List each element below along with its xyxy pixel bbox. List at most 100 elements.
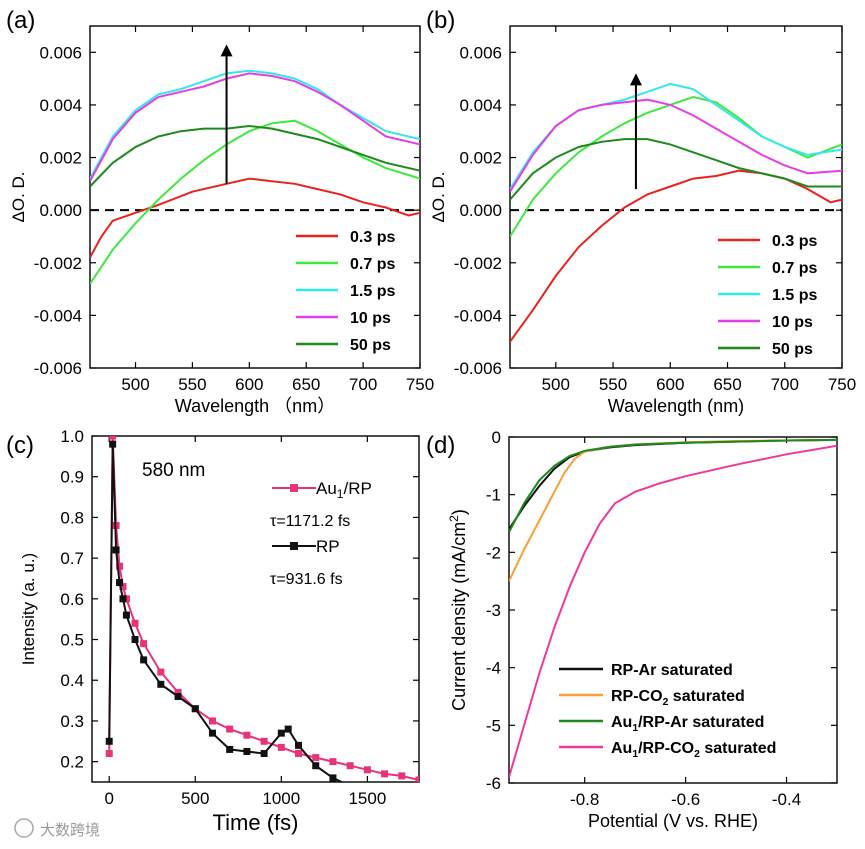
legend-label-part-1: 1 (632, 749, 638, 760)
legend-label: 10 ps (772, 314, 813, 331)
x-tick-label: -0.6 (671, 790, 700, 809)
y-tick-label: 0.000 (459, 201, 502, 220)
x-tick-label: 750 (406, 375, 434, 394)
series-1-marker (122, 611, 130, 619)
legend-label-part-0: Au (611, 740, 632, 757)
legend-label-part-0: Au (611, 714, 632, 731)
x-tick-label: -0.8 (570, 790, 599, 809)
y-axis-label: ΔO. D. (429, 171, 448, 222)
legend-label: 1.5 ps (350, 283, 395, 300)
trend-arrow-head (220, 44, 233, 57)
legend-label-part-2: saturated (668, 688, 744, 705)
x-tick-label: 0 (104, 789, 113, 808)
legend-label-part-2: /RP-Ar saturated (638, 714, 764, 731)
series-line-0 (108, 436, 419, 781)
series-1-marker (416, 787, 423, 794)
panel-a-chart: 500 550 600 650 700 750 0.006 0.004 0.002 0.000 -0… (9, 25, 434, 416)
panel-label-c: (c) (6, 432, 34, 459)
panel-label-a: (a) (6, 7, 35, 34)
series-1-marker (329, 774, 337, 782)
y-tick-label: 0.6 (60, 590, 84, 609)
series-line-3 (90, 72, 420, 182)
x-axis-label: Wavelength (nm) (608, 396, 744, 416)
y-axis-label: Current density (mA/cm2) (447, 509, 469, 711)
series-1-marker (398, 785, 405, 792)
series-1-marker (260, 750, 268, 758)
legend-label: 0.3 ps (772, 233, 817, 250)
y-tick-label: -0.006 (34, 359, 82, 378)
series-0-marker (363, 766, 371, 774)
series-1-marker (243, 747, 251, 755)
series-0-marker (346, 762, 354, 770)
y-tick-label: 0.004 (459, 96, 502, 115)
x-tick-label: 500 (181, 789, 209, 808)
series-0-marker (243, 731, 251, 739)
y-tick-label: -0.004 (34, 306, 82, 325)
series-1-marker (112, 546, 120, 554)
series-0-marker (140, 640, 148, 648)
series-1-marker (208, 729, 216, 737)
series-line-1 (510, 95, 842, 238)
y-tick-label: 0.004 (39, 96, 82, 115)
legend-label: Au1/RP-Ar saturated (611, 714, 764, 734)
y-tick-label: -6 (486, 774, 501, 793)
series-1-marker (174, 693, 182, 701)
legend-label: 1.5 ps (772, 287, 817, 304)
series-0-marker (312, 754, 320, 762)
x-tick-label: 550 (599, 375, 627, 394)
series-1-marker (119, 595, 127, 603)
y-tick-label: 0.006 (39, 43, 82, 62)
watermark-logo-icon (14, 818, 34, 838)
x-tick-label: 1500 (348, 789, 386, 808)
y-axis-label-tail: ) (449, 509, 469, 515)
y-tick-label: -0.002 (34, 254, 82, 273)
x-tick-label: -0.4 (772, 790, 801, 809)
legend-label-part-2: /RP-CO (638, 740, 694, 757)
y-tick-label: 0.002 (39, 149, 82, 168)
x-tick-label: 700 (349, 375, 377, 394)
legend-label: Au1/RP-CO2 saturated (611, 740, 776, 760)
legend-label: 0.3 ps (350, 229, 395, 246)
x-axis-label: Wavelength （nm） (175, 396, 335, 416)
y-tick-label: 0.5 (60, 631, 84, 650)
series-0-marker (329, 758, 337, 766)
trend-arrow-head (629, 73, 642, 86)
series-line-2 (90, 69, 420, 180)
panel-label-d: (d) (426, 432, 455, 459)
legend-label-part-0: RP-CO (611, 688, 663, 705)
y-tick-label: -2 (486, 543, 501, 562)
x-tick-label: 750 (828, 375, 856, 394)
legend-label: Au1/RP (316, 479, 372, 501)
series-1-marker (116, 579, 124, 587)
series-0-marker (119, 583, 127, 591)
legend-tau: τ=1171.2 fs (270, 513, 350, 530)
plot-frame (508, 436, 838, 784)
series-line-4 (90, 124, 420, 188)
legend-label: RP (316, 537, 340, 556)
x-axis-label: Potential (V vs. RHE) (588, 811, 758, 831)
series-line-1 (509, 438, 837, 582)
series-0-marker (174, 688, 182, 696)
y-tick-label: 0.4 (60, 671, 84, 690)
y-tick-label: 0.7 (60, 549, 84, 568)
x-tick-label: 650 (292, 375, 320, 394)
series-line-3 (509, 444, 837, 778)
y-tick-label: 0.006 (459, 43, 502, 62)
y-tick-label: -4 (486, 659, 501, 678)
series-line-2 (510, 82, 842, 190)
legend-label-main: RP (316, 537, 340, 556)
legend-marker (290, 484, 298, 492)
legend-label: 0.7 ps (772, 260, 817, 277)
series-line-0 (90, 177, 420, 258)
series-line-3 (510, 98, 842, 193)
plot-frame (91, 435, 420, 783)
series-0-marker (116, 562, 124, 570)
series-1-marker (295, 741, 303, 749)
series-0-marker (208, 717, 216, 725)
series-0-marker (105, 750, 113, 758)
plot-frame (509, 25, 843, 369)
y-tick-label: -1 (486, 486, 501, 505)
legend-label: 0.7 ps (350, 256, 395, 273)
x-tick-label: 700 (771, 375, 799, 394)
